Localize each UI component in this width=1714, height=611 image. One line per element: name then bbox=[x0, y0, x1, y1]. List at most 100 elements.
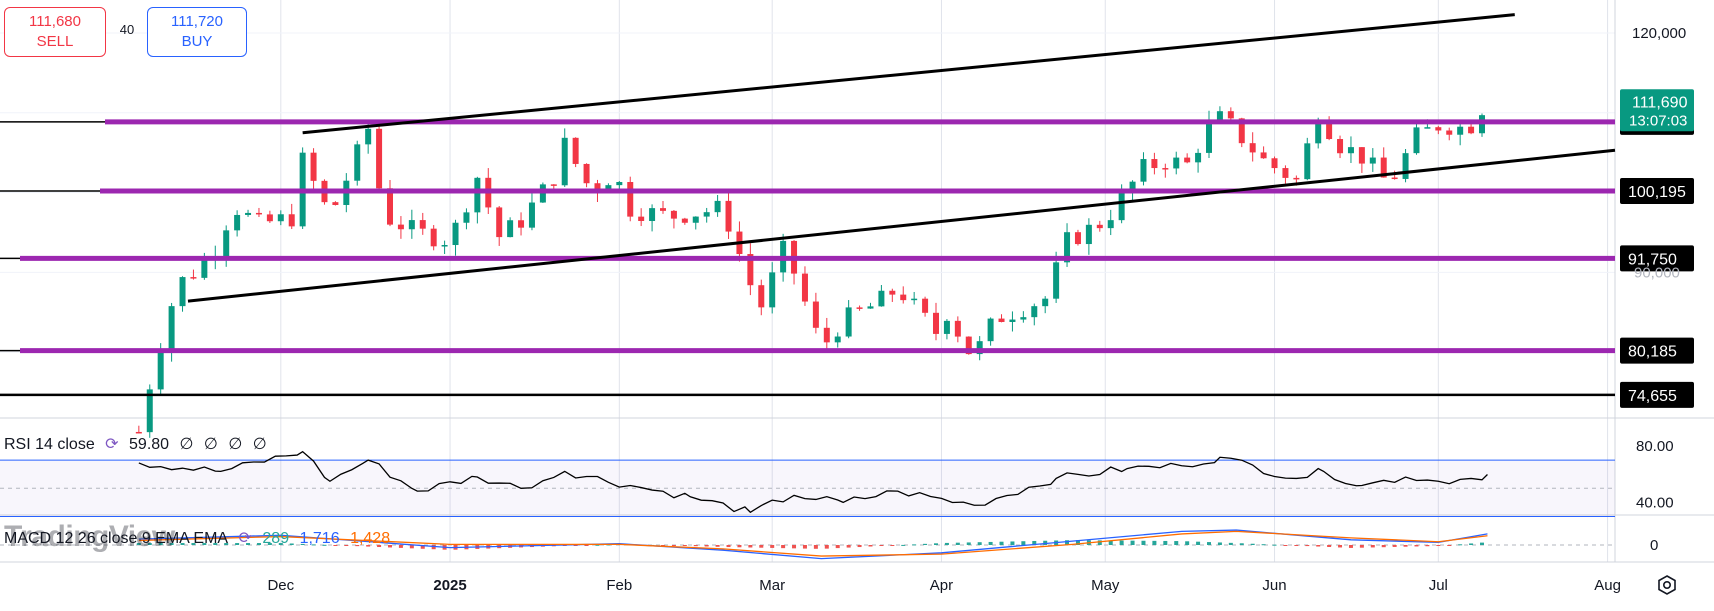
candle bbox=[474, 176, 481, 224]
macd-histogram-bar bbox=[278, 543, 283, 545]
macd-histogram-bar bbox=[267, 543, 272, 545]
candle bbox=[1096, 220, 1103, 232]
candle-body bbox=[1238, 118, 1245, 144]
candle-body bbox=[1293, 177, 1300, 180]
settings-icon[interactable] bbox=[1656, 574, 1678, 596]
candle bbox=[1402, 149, 1409, 183]
candle bbox=[288, 203, 295, 230]
candle bbox=[998, 314, 1005, 323]
macd-histogram-bar bbox=[923, 543, 928, 545]
candle bbox=[507, 217, 514, 238]
candle bbox=[1446, 127, 1453, 141]
macd-histogram-bar bbox=[595, 544, 600, 546]
candle-body bbox=[900, 294, 907, 301]
macd-histogram-bar bbox=[202, 543, 207, 545]
macd-histogram-bar bbox=[988, 541, 993, 545]
candle bbox=[911, 291, 918, 305]
macd-histogram-bar bbox=[1447, 545, 1452, 546]
time-tick-label: Apr bbox=[930, 577, 953, 594]
candle-body bbox=[518, 220, 525, 228]
candle-body bbox=[867, 306, 874, 309]
candle-body bbox=[146, 389, 153, 433]
macd-legend[interactable]: MACD 12 26 close 9 EMA EMA ⟳ 289 1,716 1… bbox=[4, 528, 396, 548]
macd-histogram-bar bbox=[912, 544, 917, 546]
candle-body bbox=[354, 144, 361, 181]
candle bbox=[1151, 152, 1158, 175]
macd-histogram-bar bbox=[857, 545, 862, 548]
level-price-label: 100,195 bbox=[1628, 184, 1686, 201]
macd-histogram-bar bbox=[682, 545, 687, 546]
candle bbox=[310, 148, 317, 190]
macd-source-icon[interactable]: ⟳ bbox=[238, 530, 252, 547]
rsi-legend[interactable]: RSI 14 close ⟳ 59.80 ∅ ∅ ∅ ∅ bbox=[4, 434, 273, 454]
rsi-source-icon[interactable]: ⟳ bbox=[105, 436, 119, 453]
candle bbox=[234, 210, 241, 237]
candle bbox=[430, 225, 437, 251]
macd-histogram-bar bbox=[1403, 545, 1408, 547]
time-tick-label: Jun bbox=[1262, 577, 1286, 594]
candle bbox=[791, 240, 798, 285]
candle bbox=[660, 200, 666, 214]
candle bbox=[703, 207, 710, 223]
macd-histogram-bar bbox=[1425, 545, 1430, 547]
time-tick-label: May bbox=[1091, 577, 1120, 594]
candle-body bbox=[387, 188, 393, 225]
macd-histogram-bar bbox=[1032, 540, 1037, 545]
candle-body bbox=[1424, 127, 1431, 129]
candle-body bbox=[1347, 147, 1354, 154]
macd-histogram-bar bbox=[792, 545, 797, 549]
rsi-extra-1: ∅ bbox=[179, 436, 194, 453]
candle bbox=[179, 276, 186, 312]
candle bbox=[987, 317, 994, 346]
candle-body bbox=[1140, 159, 1147, 182]
candle-body bbox=[1271, 158, 1278, 169]
macd-histogram-bar bbox=[748, 545, 753, 548]
macd-histogram-bar bbox=[1174, 541, 1179, 545]
candle bbox=[463, 208, 470, 230]
candle-body bbox=[245, 212, 252, 215]
sell-button[interactable]: 111,680 SELL bbox=[4, 7, 106, 57]
macd-histogram-bar bbox=[977, 542, 982, 545]
macd-histogram-bar bbox=[1239, 543, 1244, 545]
macd-histogram-bar bbox=[584, 545, 589, 546]
candle-body bbox=[681, 218, 688, 223]
level-price-tag bbox=[1620, 245, 1694, 272]
candle bbox=[1074, 229, 1081, 246]
candle-body bbox=[660, 208, 666, 211]
macd-histogram-value: 289 bbox=[262, 530, 290, 547]
candle-body bbox=[769, 272, 776, 308]
candle-body bbox=[594, 183, 601, 194]
level-price-label: 74,655 bbox=[1628, 388, 1677, 405]
candle-body bbox=[954, 320, 961, 337]
candle bbox=[1107, 209, 1114, 236]
spread-value: 40 bbox=[119, 22, 135, 37]
time-tick-label: 2025 bbox=[433, 577, 466, 594]
candle-body bbox=[452, 222, 459, 246]
time-tick-label: Dec bbox=[267, 577, 294, 594]
candle-body bbox=[1282, 168, 1289, 178]
candle-body bbox=[1009, 319, 1016, 322]
macd-histogram-bar bbox=[1294, 545, 1299, 546]
candle bbox=[1227, 107, 1234, 122]
candle-body bbox=[255, 212, 262, 215]
candle-body bbox=[823, 327, 830, 343]
candle-body bbox=[965, 336, 972, 355]
macd-histogram-bar bbox=[191, 543, 196, 545]
price-tick-label: 90,000 bbox=[1634, 264, 1680, 281]
candle bbox=[714, 194, 721, 217]
candle-body bbox=[1053, 262, 1060, 299]
candle bbox=[1042, 296, 1049, 314]
macd-histogram-bar bbox=[1283, 545, 1288, 546]
trend-line bbox=[187, 148, 1616, 303]
candle bbox=[1162, 163, 1169, 178]
candle bbox=[747, 243, 754, 296]
macd-histogram-bar bbox=[213, 543, 218, 545]
candle bbox=[834, 332, 841, 348]
macd-histogram-bar bbox=[1370, 545, 1375, 548]
buy-button[interactable]: 111,720 BUY bbox=[147, 7, 247, 57]
candle-body bbox=[878, 290, 885, 307]
candle bbox=[1380, 147, 1387, 178]
candle-body bbox=[1435, 127, 1442, 131]
candle bbox=[146, 384, 153, 438]
